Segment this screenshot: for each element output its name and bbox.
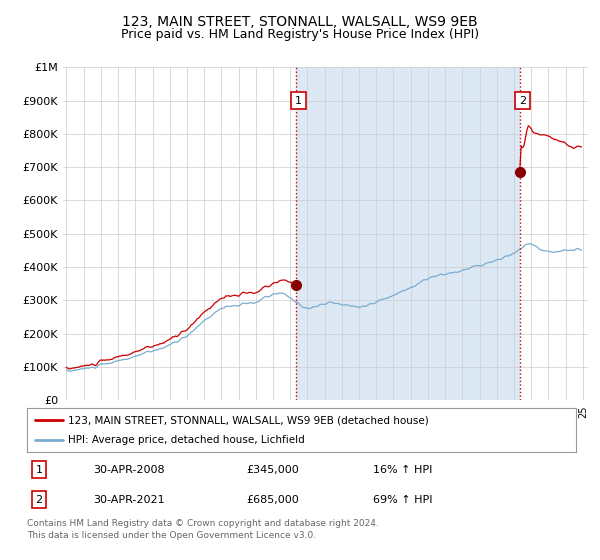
Text: 1: 1 — [295, 96, 302, 105]
Text: 2: 2 — [35, 495, 43, 505]
Text: 16% ↑ HPI: 16% ↑ HPI — [373, 465, 432, 475]
Text: This data is licensed under the Open Government Licence v3.0.: This data is licensed under the Open Gov… — [27, 531, 316, 540]
Text: 2: 2 — [518, 96, 526, 105]
Text: 69% ↑ HPI: 69% ↑ HPI — [373, 495, 433, 505]
Text: 30-APR-2021: 30-APR-2021 — [93, 495, 164, 505]
Text: 1: 1 — [35, 465, 43, 475]
Text: 123, MAIN STREET, STONNALL, WALSALL, WS9 9EB (detached house): 123, MAIN STREET, STONNALL, WALSALL, WS9… — [68, 415, 429, 425]
Text: Contains HM Land Registry data © Crown copyright and database right 2024.: Contains HM Land Registry data © Crown c… — [27, 520, 379, 529]
Text: £685,000: £685,000 — [247, 495, 299, 505]
Text: 123, MAIN STREET, STONNALL, WALSALL, WS9 9EB: 123, MAIN STREET, STONNALL, WALSALL, WS9… — [122, 15, 478, 29]
Text: HPI: Average price, detached house, Lichfield: HPI: Average price, detached house, Lich… — [68, 435, 305, 445]
Text: 30-APR-2008: 30-APR-2008 — [93, 465, 164, 475]
Text: Price paid vs. HM Land Registry's House Price Index (HPI): Price paid vs. HM Land Registry's House … — [121, 28, 479, 41]
Text: £345,000: £345,000 — [247, 465, 299, 475]
Bar — [296, 67, 520, 400]
